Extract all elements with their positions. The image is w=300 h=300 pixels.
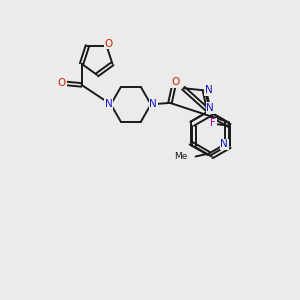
Text: N: N [149, 99, 157, 110]
Text: F: F [210, 118, 216, 128]
Text: Me: Me [174, 152, 188, 161]
Text: N: N [206, 103, 214, 113]
Text: O: O [104, 39, 113, 49]
Text: N: N [105, 99, 112, 110]
Text: O: O [58, 79, 66, 88]
Text: N: N [205, 85, 213, 95]
Text: N: N [220, 140, 228, 149]
Text: O: O [171, 77, 179, 87]
